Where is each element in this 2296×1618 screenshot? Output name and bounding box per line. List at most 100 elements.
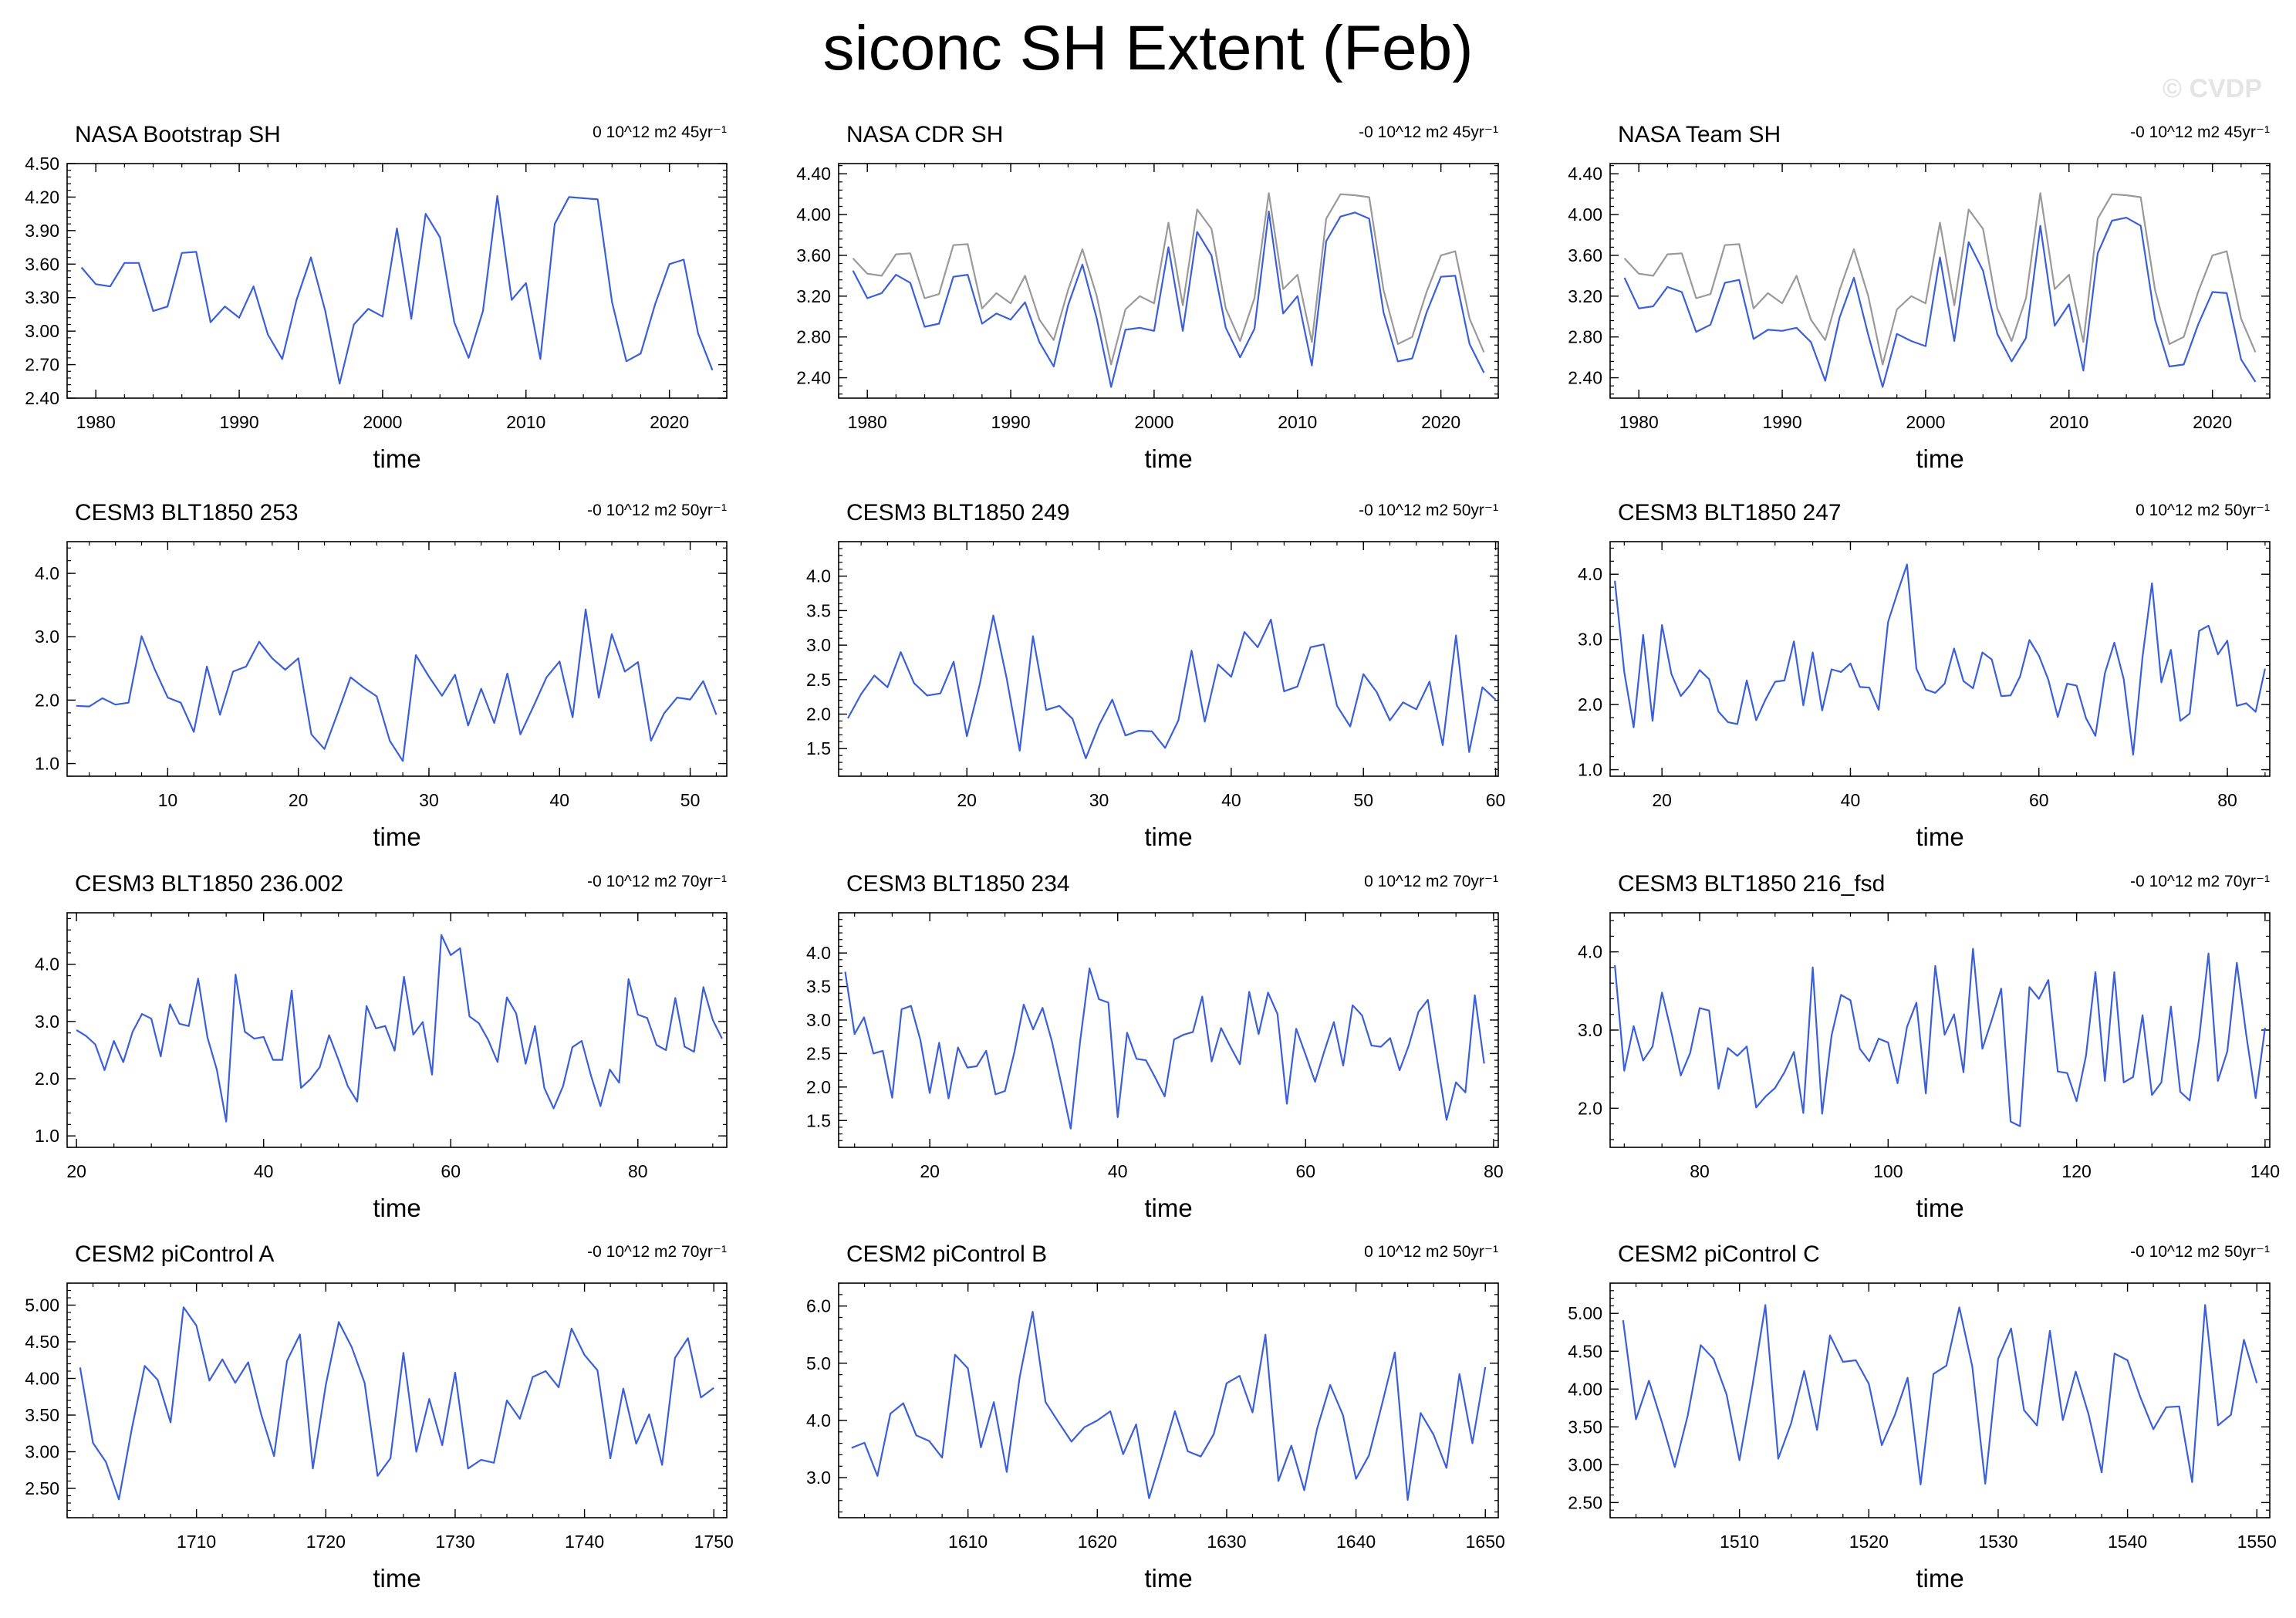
y-tick-label: 2.40 [1568, 368, 1602, 388]
panel-title: CESM3 BLT1850 236.002 [75, 871, 343, 897]
x-tick-label: 1980 [848, 412, 887, 432]
series-line [79, 1306, 714, 1501]
panel-11: CESM2 piControl B 0 10^12 m2 50yr⁻¹ 3.0 4.0… [806, 1241, 1505, 1593]
panel-title: CESM2 piControl B [846, 1241, 1047, 1267]
trend-label: -0 10^12 m2 45yr⁻¹ [1359, 123, 1498, 141]
x-tick-label: 60 [1296, 1161, 1316, 1181]
x-tick-label: 2020 [650, 412, 689, 432]
x-axis-label: time [373, 1564, 420, 1593]
x-tick-label: 1630 [1207, 1532, 1246, 1552]
y-tick-label: 4.00 [1568, 204, 1602, 225]
x-axis-label: time [1144, 823, 1192, 851]
y-tick-label: 2.0 [1578, 1098, 1602, 1118]
reference-series-line [1623, 192, 2257, 366]
plot-frame [838, 1282, 1499, 1518]
y-tick-label: 2.0 [35, 690, 59, 710]
x-tick-label: 2000 [1134, 412, 1173, 432]
panel-1: NASA Bootstrap SH 0 10^12 m2 45yr⁻¹ 2.40 2.… [25, 122, 728, 473]
plot-frame [1609, 163, 2271, 399]
y-tick-label: 3.50 [25, 1405, 59, 1425]
plot-frame [838, 912, 1499, 1148]
x-tick-label: 50 [680, 790, 701, 810]
panel-title: CESM3 BLT1850 247 [1618, 500, 1842, 525]
x-tick-label: 20 [1652, 790, 1672, 810]
panel-4: CESM3 BLT1850 253 -0 10^12 m2 50yr⁻¹ 1.0 2.… [35, 500, 728, 851]
y-tick-label: 2.40 [796, 368, 831, 388]
plot-frame [1609, 541, 2271, 777]
x-tick-label: 1740 [565, 1532, 604, 1552]
panel-12: CESM2 piControl C -0 10^12 m2 50yr⁻¹ 2.50 3… [1568, 1241, 2277, 1593]
x-tick-label: 2000 [363, 412, 402, 432]
y-tick-label: 3.60 [25, 254, 59, 274]
y-tick-label: 3.00 [25, 1442, 59, 1462]
x-axis-label: time [1916, 1194, 1963, 1222]
y-tick-label: 2.50 [1568, 1492, 1602, 1512]
y-tick-label: 3.30 [25, 288, 59, 308]
x-tick-label: 40 [254, 1161, 274, 1181]
y-tick-label: 4.0 [806, 1410, 831, 1431]
y-tick-label: 3.90 [25, 221, 59, 241]
x-tick-label: 2010 [506, 412, 545, 432]
x-tick-label: 20 [289, 790, 309, 810]
panel-9: CESM3 BLT1850 216_fsd -0 10^12 m2 70yr⁻¹ 2… [1578, 871, 2280, 1222]
y-tick-label: 1.0 [1578, 760, 1602, 780]
panel-7: CESM3 BLT1850 236.002 -0 10^12 m2 70yr⁻¹ 1… [35, 871, 728, 1222]
x-tick-label: 1610 [948, 1532, 988, 1552]
panel-3: NASA Team SH -0 10^12 m2 45yr⁻¹ 2.40 2.80 3.… [1568, 122, 2271, 473]
panel-title: NASA CDR SH [846, 122, 1003, 147]
x-tick-label: 1730 [435, 1532, 474, 1552]
plot-frame [838, 163, 1499, 399]
x-axis-label: time [1916, 444, 1963, 473]
x-axis-label: time [1144, 444, 1192, 473]
x-tick-label: 2010 [1278, 412, 1317, 432]
y-tick-label: 3.60 [1568, 245, 1602, 265]
trend-label: 0 10^12 m2 70yr⁻¹ [1364, 873, 1498, 890]
x-tick-label: 100 [1873, 1161, 1903, 1181]
plot-frame [66, 541, 728, 777]
reference-series-line [852, 192, 1485, 366]
y-tick-label: 5.00 [1568, 1303, 1602, 1323]
x-tick-label: 1750 [694, 1532, 734, 1552]
x-tick-label: 30 [1089, 790, 1109, 810]
x-tick-label: 1540 [2108, 1532, 2147, 1552]
y-tick-label: 4.40 [1568, 164, 1602, 184]
y-tick-label: 4.20 [25, 187, 59, 207]
x-tick-label: 2020 [1421, 412, 1460, 432]
y-tick-label: 4.0 [35, 954, 59, 975]
x-tick-label: 1990 [991, 412, 1030, 432]
x-tick-label: 30 [419, 790, 439, 810]
series-line [844, 967, 1485, 1130]
y-tick-label: 2.0 [35, 1069, 59, 1089]
x-tick-label: 1990 [1762, 412, 1801, 432]
x-tick-label: 50 [1353, 790, 1373, 810]
y-tick-label: 4.50 [25, 154, 59, 174]
panel-title: NASA Bootstrap SH [75, 122, 281, 147]
y-tick-label: 4.50 [1568, 1341, 1602, 1361]
panel-title: CESM3 BLT1850 234 [846, 871, 1070, 897]
y-tick-label: 1.5 [806, 738, 831, 758]
y-tick-label: 2.50 [25, 1478, 59, 1498]
x-tick-label: 20 [957, 790, 977, 810]
y-tick-label: 3.0 [806, 1468, 831, 1488]
y-tick-label: 3.0 [806, 1010, 831, 1030]
trend-label: -0 10^12 m2 50yr⁻¹ [587, 502, 727, 519]
y-tick-label: 4.50 [25, 1332, 59, 1352]
x-tick-label: 10 [158, 790, 178, 810]
trend-label: 0 10^12 m2 50yr⁻¹ [1364, 1243, 1498, 1261]
x-tick-label: 40 [549, 790, 569, 810]
series-line [76, 608, 718, 762]
x-tick-label: 60 [2029, 790, 2049, 810]
y-tick-label: 2.40 [25, 388, 59, 408]
x-tick-label: 40 [1221, 790, 1241, 810]
series-line [1622, 1304, 2258, 1486]
y-tick-label: 3.00 [1568, 1454, 1602, 1474]
y-tick-label: 4.0 [1578, 564, 1602, 584]
series-line [76, 934, 723, 1123]
panel-5: CESM3 BLT1850 249 -0 10^12 m2 50yr⁻¹ 1.5 2.… [806, 500, 1505, 851]
y-tick-label: 2.80 [796, 327, 831, 347]
y-tick-label: 4.0 [35, 563, 59, 583]
y-tick-label: 4.00 [25, 1369, 59, 1389]
trend-label: -0 10^12 m2 70yr⁻¹ [587, 873, 727, 890]
plot-frame [1609, 912, 2271, 1148]
panel-8: CESM3 BLT1850 234 0 10^12 m2 70yr⁻¹ 1.5 2.0… [806, 871, 1504, 1222]
